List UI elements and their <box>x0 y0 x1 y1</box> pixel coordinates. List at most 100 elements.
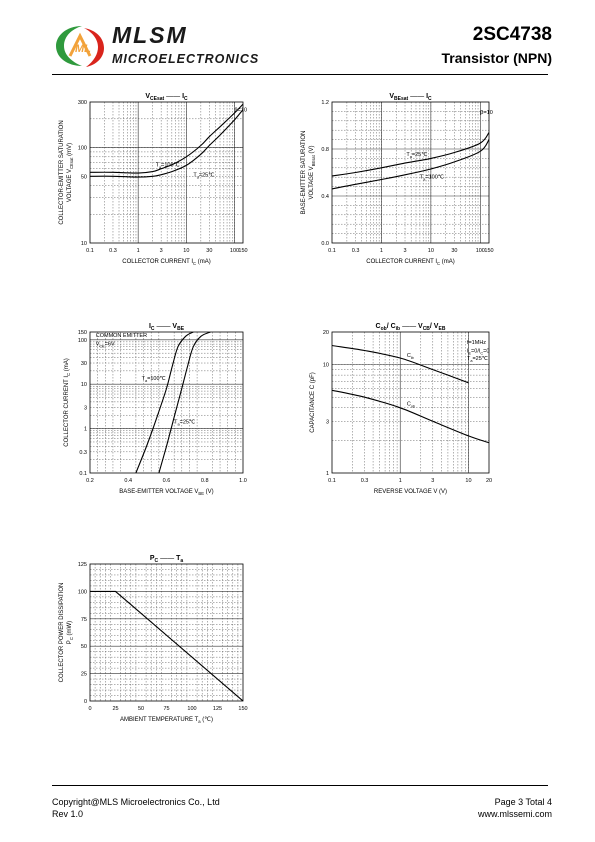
x-tick-label: 30 <box>206 248 212 254</box>
series-label-0: Ta=25℃ <box>406 152 428 159</box>
y-tick-label: 1 <box>84 427 87 433</box>
y-axis-label: COLLECTOR CURRENT IC (mA) <box>64 358 71 447</box>
x-axis-label: COLLECTOR CURRENT IC (mA) <box>366 259 455 266</box>
plot-frame <box>331 331 490 474</box>
chart-title: VBEsat —— IC <box>389 93 432 102</box>
footer-page: Page 3 Total 4 <box>494 797 552 807</box>
y-tick-label: 25 <box>81 672 87 678</box>
series-label-1: Ta=100℃ <box>420 174 445 181</box>
header-divider <box>52 74 548 75</box>
x-tick-label: 1 <box>399 478 402 484</box>
series-line-1 <box>332 389 489 444</box>
x-tick-label: 0.4 <box>124 478 132 484</box>
plot-frame <box>331 101 490 244</box>
y-axis-label-line2: VOLTAGE VCEsat (mV) <box>67 143 74 202</box>
series-label-1: Ta=25℃ <box>174 420 196 427</box>
y-tick-label: 1.2 <box>321 100 329 106</box>
part-number: 2SC4738 <box>472 24 552 45</box>
y-tick-label: 0.8 <box>321 147 329 153</box>
x-tick-label: 3 <box>403 248 406 254</box>
footer-revision: Rev 1.0 <box>52 809 84 819</box>
chart-title: VCEsat —— IC <box>145 93 188 102</box>
series-line-0 <box>90 590 243 701</box>
annotation-2: Ta=25℃ <box>467 356 489 363</box>
x-tick-label: 75 <box>163 706 169 712</box>
x-tick-label: 1 <box>380 248 383 254</box>
x-tick-label: 0.6 <box>163 478 171 484</box>
y-axis-label: BASE-EMITTER SATURATION <box>301 131 307 215</box>
series-label-0: Cib <box>407 353 414 360</box>
y-tick-label: 10 <box>81 382 87 388</box>
x-tick-label: 25 <box>112 706 118 712</box>
x-tick-label: 1.0 <box>239 478 247 484</box>
chart-capacitance: 0.1 0.3 1 3 10 20 1 3 10 20 Cob/ Cib —— VCB/ VEB RE… <box>310 323 492 495</box>
chart-power-dissipation: 0 25 50 75 100 125 150 0 25 50 75 100 125 PC —— Ta AMB… <box>59 555 248 724</box>
series-label-1: Cob <box>407 401 415 408</box>
y-tick-label: 125 <box>78 562 87 568</box>
x-tick-label: 0.3 <box>352 248 360 254</box>
chart-vbesat: 0.1 0.3 1 3 10 30 100 150 0.0 0.4 0.8 1.2 VBEsat —— … <box>301 93 494 266</box>
y-tick-label: 10 <box>323 363 329 369</box>
series-label-1: Ta=25℃ <box>193 172 215 179</box>
logo-mark-icon: ML <box>56 26 104 67</box>
x-tick-label: 0.3 <box>361 478 369 484</box>
grid <box>332 102 489 243</box>
svg-text:ML: ML <box>75 43 91 55</box>
series-label-0: Ta=100℃ <box>156 163 181 170</box>
y-axis-label-line2: VOLTAGE VBEsat (V) <box>309 146 316 200</box>
x-tick-label: 125 <box>213 706 222 712</box>
chart-title: IC —— VBE <box>149 323 185 332</box>
x-tick-label: 20 <box>486 478 492 484</box>
series-line-0 <box>90 103 243 174</box>
footer-divider <box>52 785 548 786</box>
grid <box>332 332 489 473</box>
series-line-0 <box>332 132 489 177</box>
y-tick-label: 75 <box>81 617 87 623</box>
x-tick-label: 50 <box>138 706 144 712</box>
plot-frame <box>89 563 244 702</box>
x-tick-label: 10 <box>465 478 471 484</box>
brand-name: MLSM <box>112 22 188 48</box>
x-tick-label: 3 <box>160 248 163 254</box>
x-axis-label: AMBIENT TEMPERATURE Ta (℃) <box>120 717 213 724</box>
part-type: Transistor (NPN) <box>441 50 552 66</box>
x-tick-label: 150 <box>238 706 247 712</box>
y-tick-label: 50 <box>81 644 87 650</box>
y-tick-label: 0.3 <box>79 450 87 456</box>
y-tick-label: 10 <box>81 241 87 247</box>
y-tick-label: 3 <box>326 419 329 425</box>
y-tick-label: 100 <box>78 338 87 344</box>
y-axis-label: COLLECTOR-EMITTER SATURATION <box>59 120 65 224</box>
y-tick-label: 0 <box>84 699 87 705</box>
x-axis-label: COLLECTOR CURRENT IC (mA) <box>122 259 211 266</box>
x-tick-label: 100 <box>187 706 196 712</box>
x-tick-label: 150 <box>238 248 247 254</box>
chart-title: PC —— Ta <box>150 555 183 564</box>
x-axis-label: REVERSE VOLTAGE V (V) <box>374 489 447 495</box>
series-line-1 <box>90 109 243 178</box>
x-tick-label: 0.3 <box>109 248 117 254</box>
x-tick-label: 0.8 <box>201 478 209 484</box>
annotation-0: β=10 <box>235 107 248 113</box>
y-axis-label-line2: PC (mW) <box>67 621 74 644</box>
y-tick-label: 100 <box>78 146 87 152</box>
annotation-1: IE=0/IC=0 <box>467 348 490 355</box>
x-tick-label: 0 <box>88 706 91 712</box>
x-tick-label: 0.1 <box>86 248 94 254</box>
y-tick-label: 30 <box>81 361 87 367</box>
brand-subtitle: MICROELECTRONICS <box>112 52 260 66</box>
series-line-1 <box>332 139 489 190</box>
grid <box>90 564 243 701</box>
chart-ic-vbe: 0.2 0.4 0.6 0.8 1.0 0.1 0.3 1 3 10 30 100 150 IC —— V… <box>64 323 247 496</box>
x-tick-label: 3 <box>431 478 434 484</box>
series-line-1 <box>158 332 211 473</box>
y-tick-label: 50 <box>81 174 87 180</box>
y-axis-label: COLLECTOR POWER DISSIPATION <box>59 583 65 683</box>
plot-frame <box>89 331 244 474</box>
annotation-0: COMMON EMITTER <box>96 333 147 339</box>
annotation-1: VCE=6V <box>96 341 115 348</box>
y-tick-label: 0.0 <box>321 241 329 247</box>
footer-website[interactable]: www.mlssemi.com <box>477 809 552 819</box>
x-tick-label: 0.1 <box>328 248 336 254</box>
